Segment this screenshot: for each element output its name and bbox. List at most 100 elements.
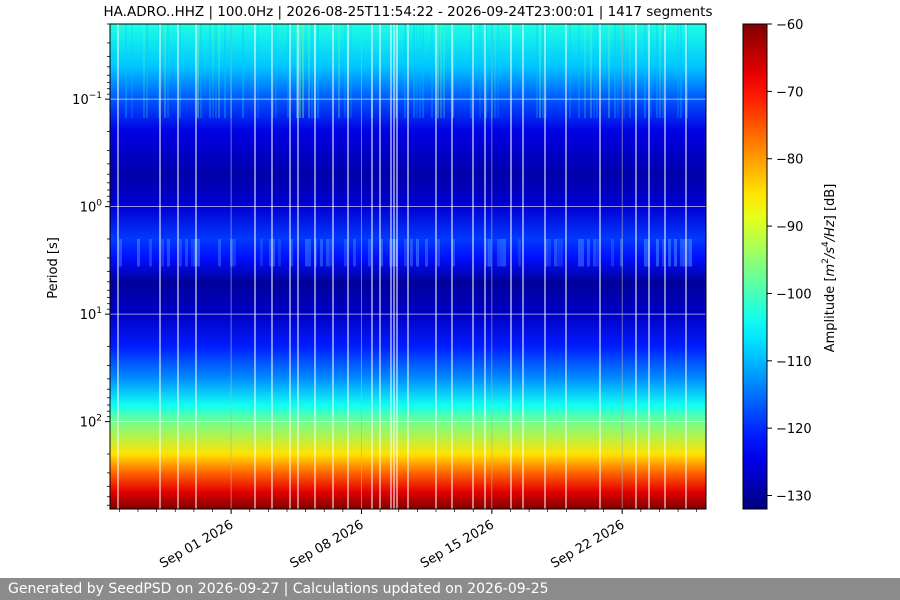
texture-streak [545,238,548,267]
texture-streak [596,24,598,119]
colorbar-tick-label: −120 [776,422,812,437]
texture-streak [542,24,544,119]
texture-streak [350,24,352,119]
texture-streak [662,238,665,267]
texture-streak [164,24,166,119]
texture-streak [677,24,679,119]
texture-streak [500,238,503,267]
texture-streak [497,238,500,267]
texture-streak [614,24,616,119]
texture-streak [257,24,259,119]
texture-streak [209,24,211,119]
texture-streak [662,24,664,119]
colorbar-tick-label: −90 [776,220,803,235]
texture-streak [143,24,145,119]
texture-streak [617,24,619,119]
texture-streak [167,238,170,267]
texture-streak [443,24,445,119]
texture-streak [584,24,586,119]
texture-streak [674,238,677,267]
texture-streak [326,238,329,267]
texture-streak [302,24,304,119]
texture-streak [440,24,442,119]
y-tick-base: 10 [80,308,97,323]
texture-streak [470,24,472,119]
data-gap-lines [117,24,687,509]
y-tick-label: 102 [80,414,102,431]
texture-streak [479,24,481,119]
texture-streak [686,24,688,119]
y-tick-label: 10−1 [72,91,102,108]
plot-area [110,24,706,509]
texture-streak [422,24,424,119]
y-tick-exponent: −1 [89,91,102,101]
y-tick-base: 10 [80,416,97,431]
colorbar-tick-label: −80 [776,153,803,168]
texture-streak [578,238,581,267]
texture-streak [611,238,614,267]
texture-streak [410,238,413,267]
texture-streak [587,238,590,267]
texture-streak [287,24,289,119]
texture-streak [686,238,689,267]
texture-streak [668,238,671,267]
texture-streak [623,24,625,119]
x-tick-label: Sep 01 2026 [157,517,236,571]
y-tick-base: 10 [80,201,97,216]
colorbar-tick-label: −100 [776,287,812,302]
y-tick-exponent: 0 [96,199,102,209]
y-tick-label: 100 [80,199,103,216]
texture-streak [344,24,346,119]
texture-streak [437,24,439,119]
texture-streak [659,24,661,119]
texture-streak [308,238,311,267]
colorbar-ticks: −60 −70 −80 −90 −100 −110 −120 −130 [767,18,812,505]
texture-streak [320,238,323,267]
texture-streak [404,238,407,267]
texture-streak [560,238,563,267]
texture-streak [569,24,571,119]
texture-streak [275,24,277,119]
texture-streak [125,24,127,119]
texture-streak [269,238,272,267]
texture-streak [596,238,599,267]
texture-streak [185,238,188,267]
y-axis-label: Period [s] [46,237,61,299]
texture-streak [581,238,584,267]
texture-streak [497,24,499,119]
plot-frame [109,23,707,510]
texture-streak [179,238,182,267]
x-tick-label: Sep 08 2026 [288,517,367,571]
texture-streak [620,238,623,267]
colorbar-gradient-bar [742,23,768,510]
texture-streak [629,24,631,119]
colorbar: −60 −70 −80 −90 −100 −110 −120 −130 Amplitude [… [742,18,838,510]
texture-streak [452,238,455,267]
texture-streak [503,238,506,267]
texture-streak [290,238,293,267]
texture-streak [305,238,308,267]
texture-streak [452,24,454,119]
texture-streak [344,238,347,267]
texture-streak [218,24,220,119]
texture-streak [539,24,541,119]
y-tick-exponent: 1 [96,306,102,316]
texture-streak [233,238,236,267]
texture-streak [200,24,202,119]
texture-streak [488,238,491,267]
texture-streak [680,238,683,267]
texture-streak [656,24,658,119]
grid-lines [110,24,706,509]
x-axis: Sep 01 2026 Sep 08 2026 Sep 15 2026 Sep 22 … [119,509,698,572]
texture-streak [683,238,686,267]
texture-streak [554,238,557,267]
texture-streak [578,24,580,119]
texture-streak [137,238,140,267]
texture-streak [485,238,488,267]
texture-streak [680,24,682,119]
texture-streak [224,24,226,119]
texture-streak [419,24,421,119]
texture-streak [299,24,301,119]
texture-streak [380,238,383,267]
texture-streak [485,24,487,119]
